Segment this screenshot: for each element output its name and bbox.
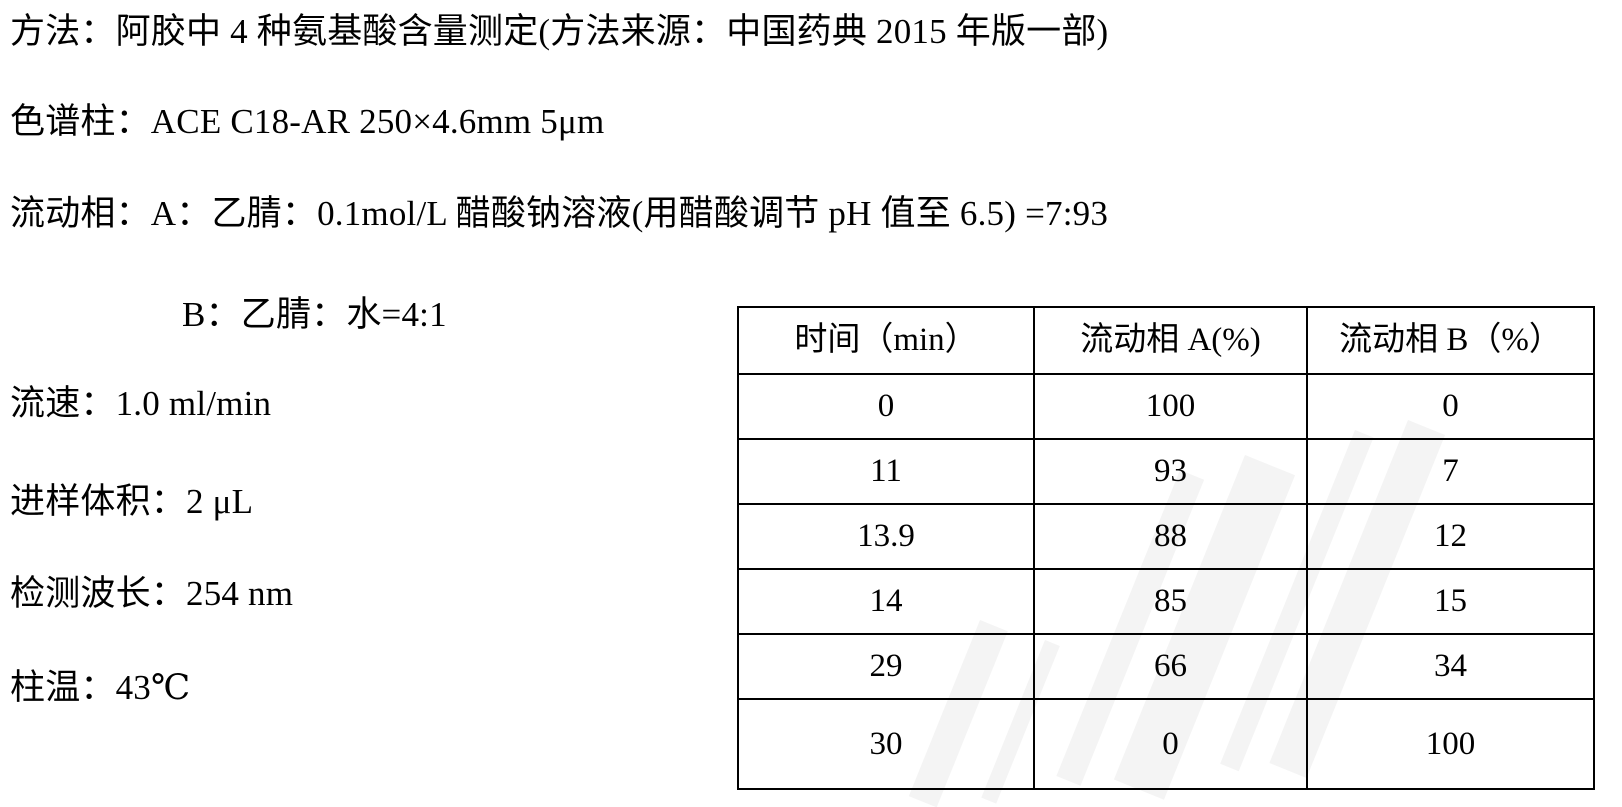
column-header-mobile-phase-a: 流动相 A(%) [1033,306,1308,375]
cell-phase-a: 93 [1033,438,1308,505]
chromatography-column-line: 色谱柱：ACE C18-AR 250×4.6mm 5μm [10,102,605,141]
cell-phase-a: 88 [1033,503,1308,570]
table-row: 0 100 0 [737,373,1595,440]
cell-time: 0 [737,373,1035,440]
cell-phase-b: 12 [1306,503,1595,570]
column-header-mobile-phase-b: 流动相 B（%） [1306,306,1595,375]
column-header-time: 时间（min） [737,306,1035,375]
cell-phase-b: 100 [1306,698,1595,790]
detection-wavelength-line: 检测波长：254 nm [10,574,294,613]
cell-phase-b: 15 [1306,568,1595,635]
column-temperature-line: 柱温：43℃ [10,668,191,707]
mobile-phase-a-line: 流动相：A：乙腈：0.1mol/L 醋酸钠溶液(用醋酸调节 pH 值至 6.5)… [10,194,1109,233]
table-row: 29 66 34 [737,633,1595,700]
cell-phase-a: 66 [1033,633,1308,700]
cell-phase-a: 0 [1033,698,1308,790]
cell-time: 30 [737,698,1035,790]
table-row: 14 85 15 [737,568,1595,635]
table-row: 13.9 88 12 [737,503,1595,570]
cell-time: 29 [737,633,1035,700]
mobile-phase-b-line: B：乙腈：水=4:1 [182,295,447,334]
table-row: 30 0 100 [737,698,1595,790]
cell-phase-a: 85 [1033,568,1308,635]
cell-phase-b: 0 [1306,373,1595,440]
flow-rate-line: 流速：1.0 ml/min [10,384,272,423]
cell-phase-b: 7 [1306,438,1595,505]
cell-phase-a: 100 [1033,373,1308,440]
table-row: 11 93 7 [737,438,1595,505]
injection-volume-line: 进样体积：2 μL [10,482,254,521]
gradient-program-table: 时间（min） 流动相 A(%) 流动相 B（%） 0 100 0 11 93 … [737,306,1595,790]
method-line: 方法：阿胶中 4 种氨基酸含量测定(方法来源：中国药典 2015 年版一部) [10,12,1109,51]
cell-time: 13.9 [737,503,1035,570]
cell-time: 14 [737,568,1035,635]
cell-time: 11 [737,438,1035,505]
cell-phase-b: 34 [1306,633,1595,700]
table-header-row: 时间（min） 流动相 A(%) 流动相 B（%） [737,306,1595,375]
